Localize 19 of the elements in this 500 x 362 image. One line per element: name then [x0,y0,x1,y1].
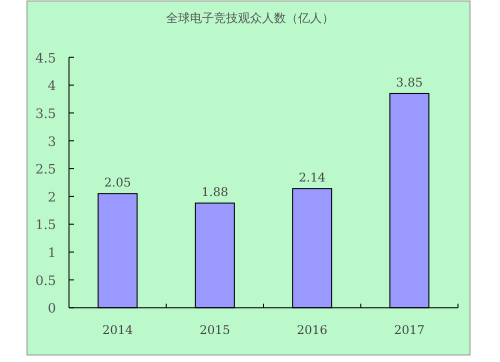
data-label: 2.14 [298,170,326,185]
y-tick-label: 3 [48,134,56,150]
data-label: 2.05 [104,176,131,190]
y-tick-label: 3.5 [35,106,56,122]
y-tick-label: 4.5 [35,51,56,66]
x-tick-label: 2017 [394,323,425,337]
x-tick-label: 2016 [296,323,328,337]
y-tick-label: 2 [48,190,56,206]
y-tick-label: 4 [48,79,56,94]
y-tick-label: 0 [48,302,56,317]
data-label: 1.88 [202,185,228,200]
y-tick-label: 2.5 [35,162,56,178]
chart-title: 全球电子竞技观众人数（亿人） [166,11,334,25]
x-tick-label: 2015 [200,323,230,337]
data-label: 3.85 [396,75,423,90]
y-tick-label: 0.5 [35,274,56,289]
x-tick-label: 2014 [102,323,134,337]
y-tick-label: 1 [48,246,56,262]
y-tick-label: 1.5 [35,218,56,234]
